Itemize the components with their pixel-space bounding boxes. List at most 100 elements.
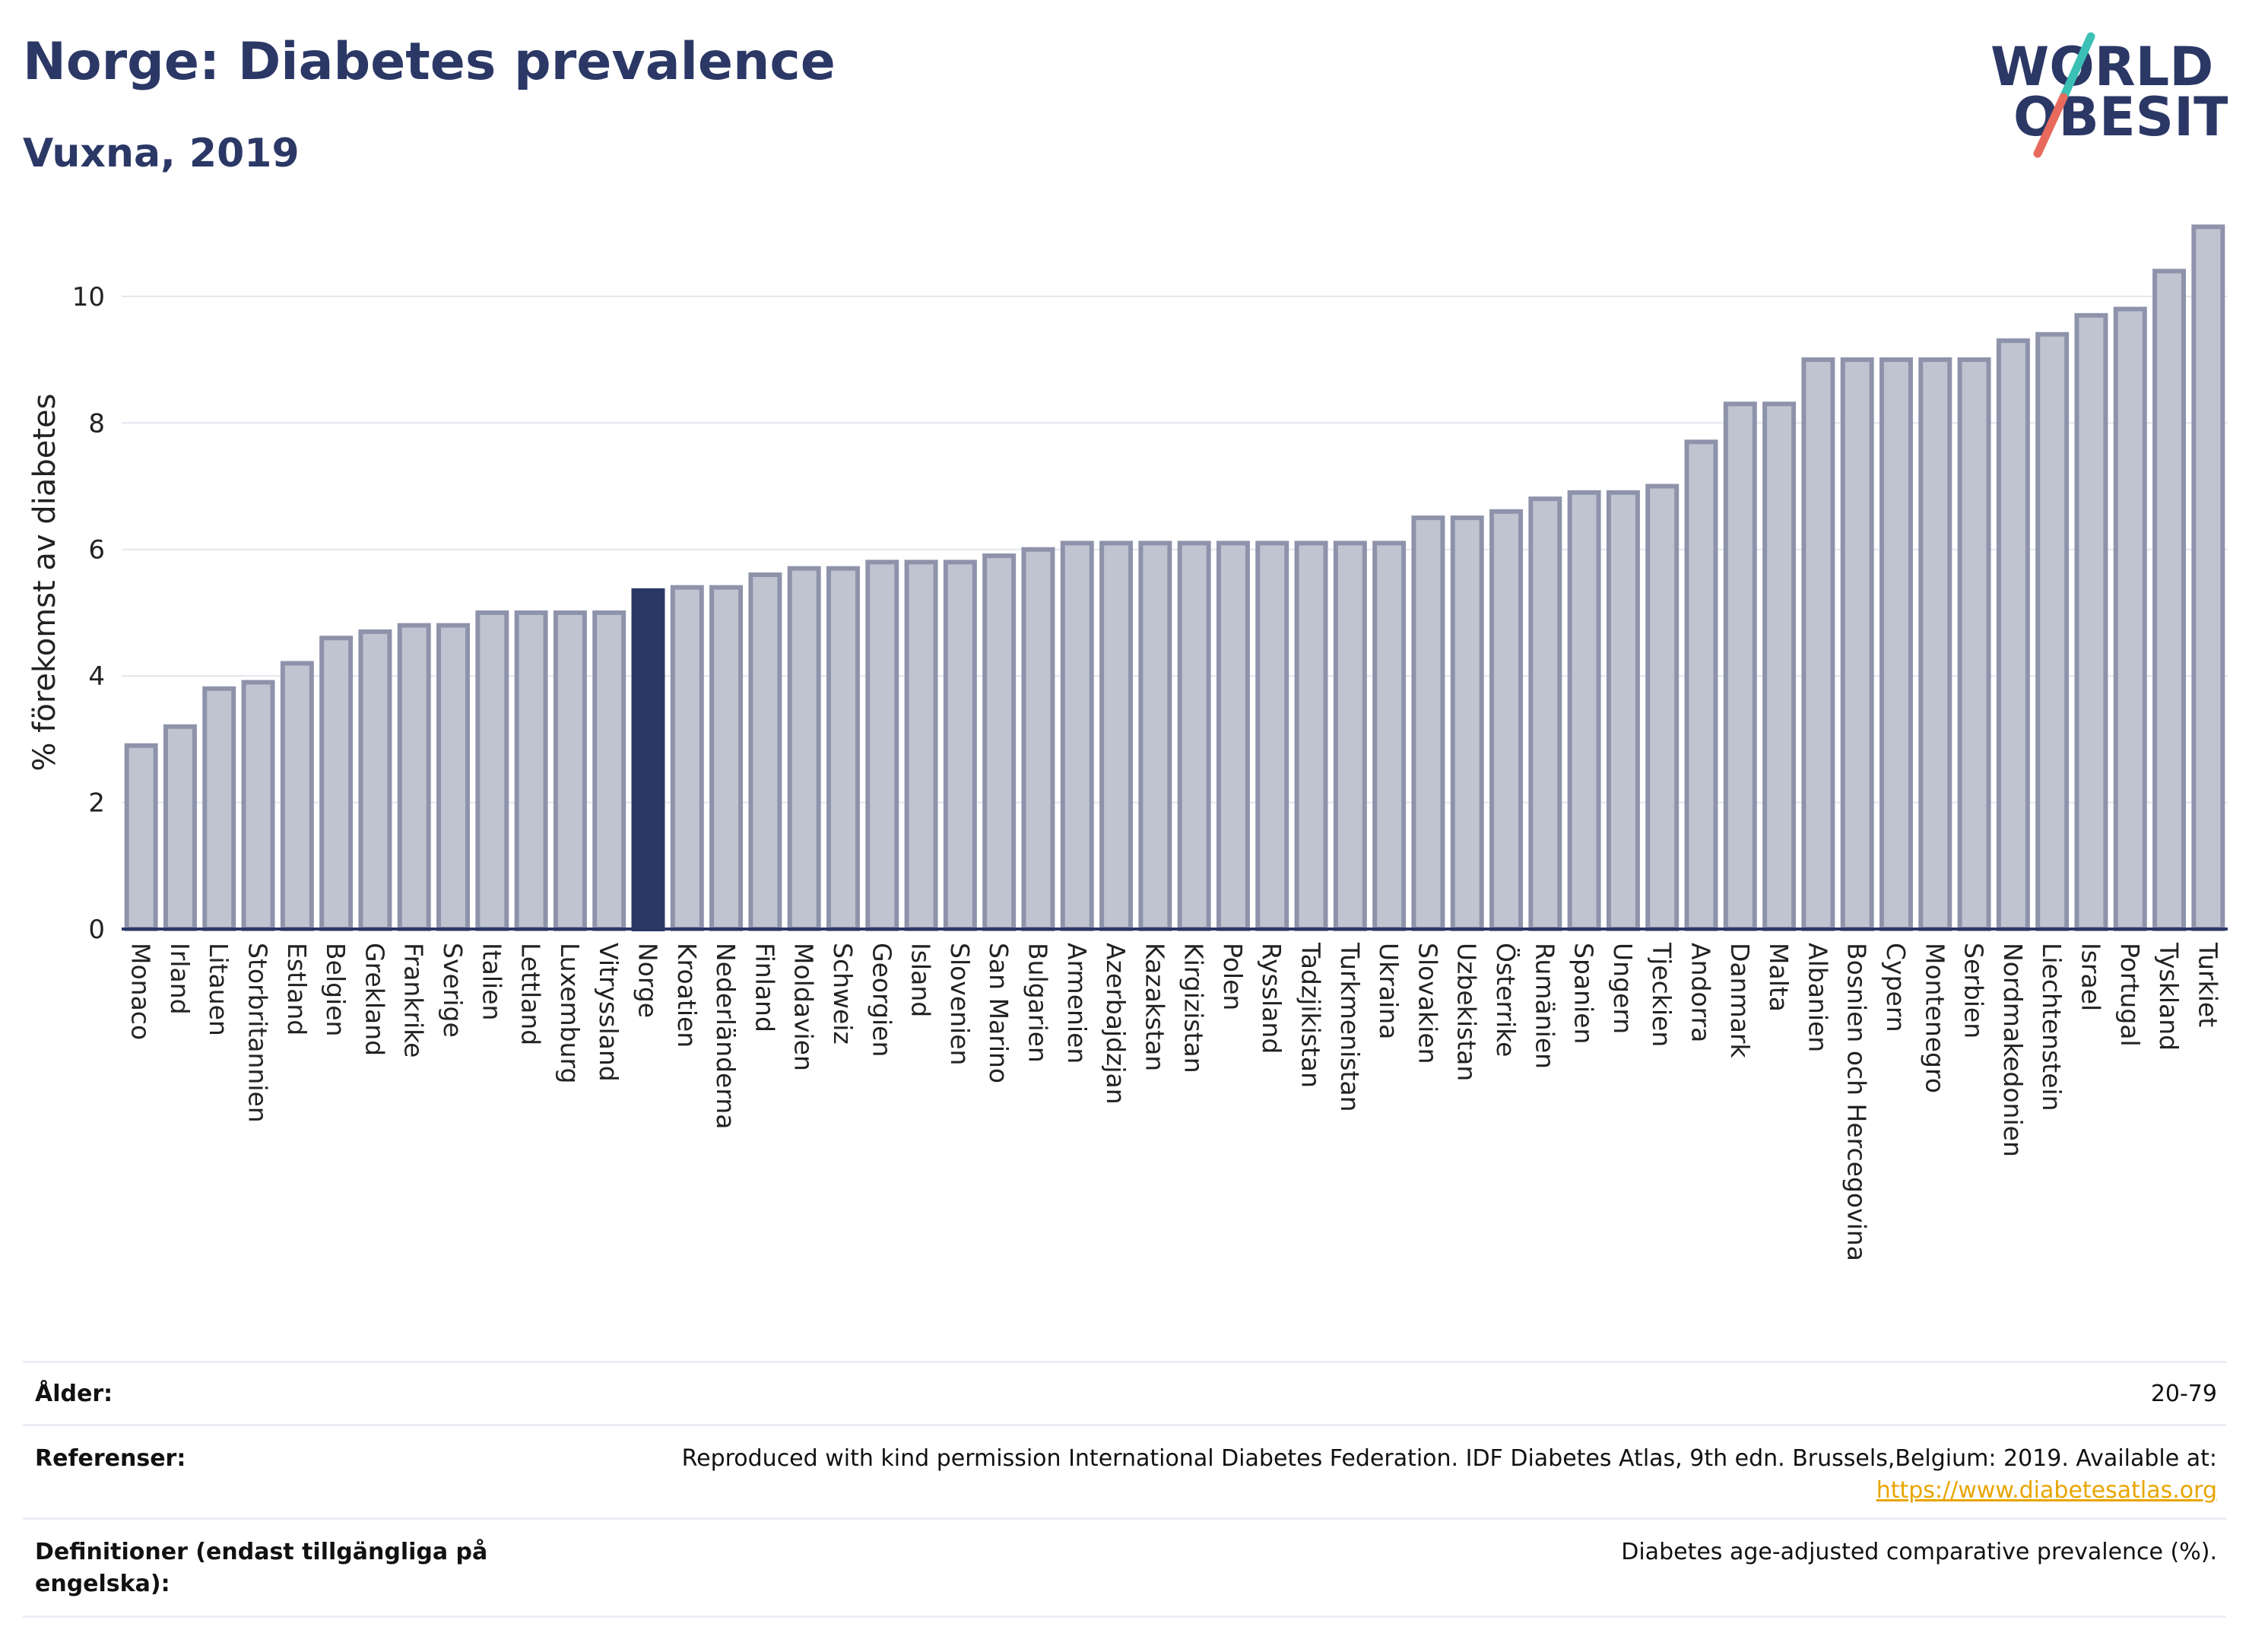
bar-cypern[interactable] — [1879, 357, 1913, 932]
bar-schweiz[interactable] — [826, 566, 860, 931]
definitions-label-line2: engelska): — [35, 1571, 170, 1597]
bar-danmark[interactable] — [1723, 401, 1757, 932]
x-tick-label: Liechtenstein — [2037, 943, 2067, 1111]
x-tick-label: Uzbekistan — [1452, 943, 1482, 1081]
x-tick-label: Cypern — [1881, 943, 1911, 1032]
bar-malta[interactable] — [1762, 401, 1797, 932]
logo-text-world: WORLD — [1990, 36, 2213, 98]
bar-lettland[interactable] — [514, 610, 548, 932]
y-tick-label: 6 — [88, 535, 105, 566]
bar-nordmakedonien[interactable] — [1996, 338, 2030, 932]
y-tick-label: 0 — [88, 915, 105, 945]
bar-portugal[interactable] — [2113, 306, 2147, 931]
bar-chart: 0 2 4 6 8 10 Monaco Irland Litauen Storbritannien… — [27, 224, 2228, 1261]
bar-georgien[interactable] — [865, 560, 899, 931]
bar-spanien[interactable] — [1567, 490, 1601, 932]
x-tick-label: Portugal — [2115, 943, 2145, 1047]
bar-sverige[interactable] — [436, 623, 470, 931]
x-tick-label: Luxemburg — [555, 943, 585, 1083]
bar-slovenien[interactable] — [943, 560, 977, 931]
references-label: Referenser: — [35, 1445, 186, 1472]
x-tick-label: Georgien — [867, 943, 896, 1057]
bar-ryssland[interactable] — [1255, 541, 1289, 931]
bar-litauen[interactable] — [202, 686, 236, 931]
bar-frankrike[interactable] — [397, 623, 431, 931]
bar-island[interactable] — [904, 560, 938, 931]
bar-azerbajdzjan[interactable] — [1099, 541, 1134, 931]
bar-kirgizistan[interactable] — [1177, 541, 1211, 931]
x-tick-label: Albanien — [1803, 943, 1832, 1052]
x-tick-label: Kroatien — [672, 943, 702, 1048]
references-value: Reproduced with kind permission Internat… — [392, 1443, 2217, 1507]
bar-belgien[interactable] — [319, 636, 354, 931]
bar-norge[interactable] — [631, 588, 665, 931]
bar-ukraina[interactable] — [1372, 541, 1407, 931]
definitions-label: Definitioner (endast tillgängliga på eng… — [35, 1536, 487, 1600]
chart-subtitle: Vuxna, 2019 — [23, 131, 300, 176]
references-link[interactable]: https://www.diabetesatlas.org — [1876, 1477, 2217, 1504]
info-row-definitions: Definitioner (endast tillgängliga på eng… — [23, 1517, 2226, 1618]
bar-albanien[interactable] — [1801, 357, 1835, 932]
x-tick-label: Finland — [750, 943, 779, 1032]
bar-turkiet[interactable] — [2191, 224, 2225, 932]
bar-tjeckien[interactable] — [1645, 484, 1680, 931]
bar-tyskland[interactable] — [2152, 268, 2187, 932]
bar-monaco[interactable] — [124, 743, 158, 932]
x-tick-label: Island — [906, 943, 936, 1017]
bar-polen[interactable] — [1216, 541, 1250, 931]
bar-vitryssland[interactable] — [592, 610, 626, 932]
x-tick-label: Bulgarien — [1023, 943, 1052, 1063]
bar-andorra[interactable] — [1684, 439, 1718, 931]
bar-italien[interactable] — [475, 610, 509, 932]
bar-estland[interactable] — [280, 661, 314, 931]
bar-montenegro[interactable] — [1918, 357, 1952, 932]
y-tick-label: 2 — [88, 788, 105, 819]
bar-turkmenistan[interactable] — [1333, 541, 1367, 931]
x-tick-label: Kirgizistan — [1179, 943, 1209, 1073]
world-obesity-logo[interactable]: WORLD OBESITY — [1977, 30, 2228, 160]
bar-kroatien[interactable] — [670, 585, 704, 931]
info-row-age: Ålder: 20-79 — [23, 1361, 2226, 1425]
bar-israel[interactable] — [2074, 312, 2108, 932]
x-tick-label: Andorra — [1686, 943, 1716, 1042]
bar-slovakien[interactable] — [1411, 515, 1445, 932]
x-tick-label: Slovenien — [945, 943, 975, 1065]
x-tick-label: Belgien — [321, 943, 351, 1036]
bar-grekland[interactable] — [358, 629, 392, 932]
x-tick-label: Ryssland — [1257, 943, 1286, 1054]
bar-tadzjikistan[interactable] — [1294, 541, 1328, 931]
x-tick-label: Ungern — [1608, 943, 1638, 1034]
bar-bulgarien[interactable] — [1021, 547, 1055, 931]
bar-kazakstan[interactable] — [1138, 541, 1172, 931]
x-tick-label: Österrike — [1491, 943, 1521, 1057]
x-tick-label: Sverige — [438, 943, 468, 1038]
x-tick-label: Moldavien — [789, 943, 819, 1071]
bar-uzbekistan[interactable] — [1450, 515, 1484, 932]
bar-serbien[interactable] — [1957, 357, 1991, 932]
x-tick-label: Spanien — [1569, 943, 1599, 1044]
x-tick-label: Polen — [1218, 943, 1248, 1010]
bar-san-marino[interactable] — [982, 553, 1017, 931]
bar-ungern[interactable] — [1606, 490, 1640, 932]
bar-storbritannien[interactable] — [241, 680, 275, 931]
bar-österrike[interactable] — [1489, 509, 1523, 931]
y-axis-label: % förekomst av diabetes — [27, 394, 62, 772]
x-tick-label: Rumänien — [1530, 943, 1559, 1069]
x-tick-label: Turkmenistan — [1335, 942, 1365, 1112]
x-tick-label: Frankrike — [399, 943, 429, 1057]
x-tick-label: Nordmakedonien — [1998, 943, 2028, 1157]
x-tick-label: Serbien — [1959, 943, 1989, 1038]
x-tick-label: Ukraina — [1374, 943, 1404, 1039]
bar-liechtenstein[interactable] — [2035, 331, 2070, 932]
bar-finland[interactable] — [748, 572, 782, 931]
bar-rumänien[interactable] — [1528, 496, 1562, 931]
x-tick-label: Israel — [2076, 943, 2105, 1011]
bar-luxemburg[interactable] — [553, 610, 587, 932]
y-tick-label: 10 — [72, 282, 105, 312]
bar-armenien[interactable] — [1060, 541, 1094, 931]
bar-nederländerna[interactable] — [709, 585, 744, 931]
bar-irland[interactable] — [163, 724, 197, 931]
x-tick-label: Kazakstan — [1140, 943, 1169, 1071]
bar-bosnien-och-hercegovina[interactable] — [1840, 357, 1874, 932]
bar-moldavien[interactable] — [787, 566, 821, 931]
